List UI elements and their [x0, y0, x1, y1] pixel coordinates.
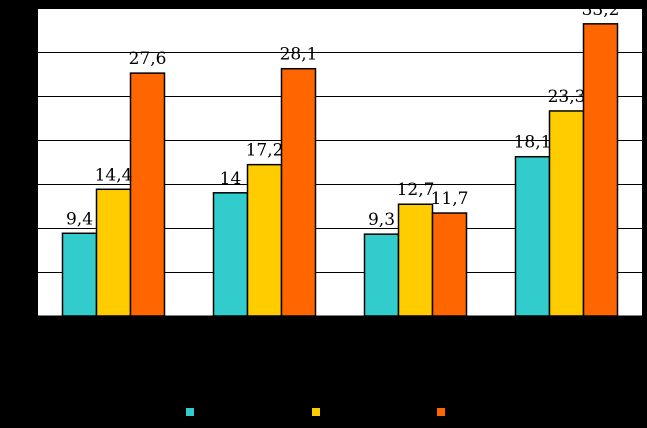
data-labels: 9,4 14 9,3 18,1 14,4 17,2 12,7 23,3 27,6 28,1 11,7… [66, 0, 619, 230]
legend-swatch-series-1 [186, 408, 194, 416]
legend-item-series-2 [312, 408, 326, 416]
bar-series-3-cat-4 [582, 23, 619, 317]
legend-swatch-series-3 [437, 408, 445, 416]
data-label-series-1-cat-4: 18,1 [514, 133, 552, 153]
bar-series-3-cat-3 [431, 212, 468, 317]
bar-series-2-cat-3 [397, 203, 434, 317]
bar-series-3-cat-1 [129, 72, 166, 317]
data-label-series-3-cat-3: 11,7 [431, 189, 469, 209]
legend-swatch-series-2 [312, 408, 320, 416]
data-label-series-1-cat-1: 9,4 [66, 209, 93, 229]
x-axis-ticks [38, 316, 643, 321]
data-label-series-2-cat-4: 23,3 [548, 87, 586, 107]
legend-item-series-1 [186, 408, 200, 416]
bar-series-1-cat-2 [212, 192, 249, 317]
bar-series-2-cat-4 [548, 110, 585, 317]
data-label-series-2-cat-2: 17,2 [246, 141, 284, 161]
legend [0, 404, 647, 424]
bar-series-1-cat-4 [514, 155, 551, 317]
data-label-series-1-cat-3: 9,3 [368, 210, 395, 230]
bar-series-1-cat-1 [61, 232, 98, 317]
bar-series-1-cat-3 [363, 233, 400, 317]
bar-series-2-cat-2 [246, 163, 283, 317]
data-label-series-2-cat-3: 12,7 [397, 180, 435, 200]
data-label-series-3-cat-2: 28,1 [280, 45, 318, 65]
data-label-series-3-cat-1: 27,6 [129, 49, 167, 69]
data-label-series-1-cat-2: 14 [220, 169, 242, 189]
bar-series-2-cat-1 [95, 188, 132, 317]
bar-series-3-cat-2 [280, 67, 317, 317]
legend-item-series-3 [437, 408, 451, 416]
data-label-series-2-cat-1: 14,4 [95, 165, 133, 185]
data-label-series-3-cat-4: 33,2 [582, 0, 620, 20]
